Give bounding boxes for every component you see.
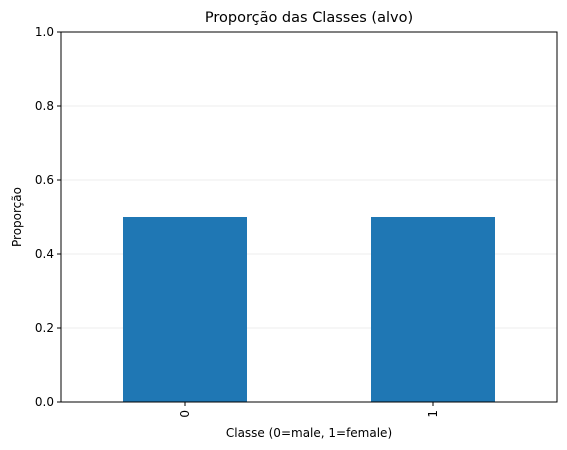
y-tick-label: 0.6: [35, 173, 54, 187]
y-axis-ticks: 0.0 0.2 0.4 0.6 0.8 1.0: [35, 25, 61, 409]
chart-title: Proporção das Classes (alvo): [205, 10, 413, 26]
y-tick-label: 0.2: [35, 321, 54, 335]
bar-1: [371, 217, 495, 402]
y-tick-label: 1.0: [35, 25, 54, 39]
bars: [123, 217, 495, 402]
x-tick-label: 1: [426, 410, 440, 418]
x-tick-label: 0: [178, 410, 192, 418]
y-tick-label: 0.4: [35, 247, 54, 261]
x-axis-label: Classe (0=male, 1=female): [226, 426, 392, 440]
y-tick-label: 0.8: [35, 99, 54, 113]
y-axis-label: Proporção: [10, 187, 24, 247]
axes-frame: [60, 31, 558, 403]
bar-0: [123, 217, 247, 402]
y-tick-label: 0.0: [35, 395, 54, 409]
